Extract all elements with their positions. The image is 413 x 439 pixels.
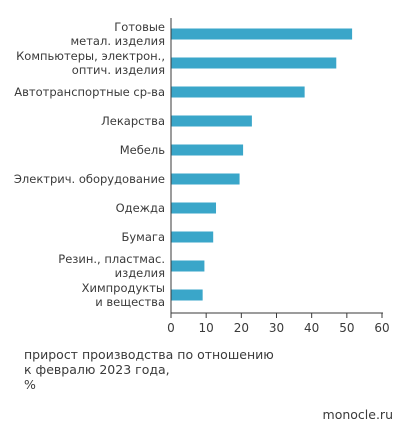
category-label: Мебель xyxy=(120,143,166,157)
category-label: Бумага xyxy=(121,230,165,244)
source-credit: monocle.ru xyxy=(322,407,393,422)
x-tick-label: 10 xyxy=(199,321,214,335)
category-label-line: Готовые xyxy=(114,20,165,34)
bar xyxy=(171,144,244,156)
bar xyxy=(171,260,205,272)
category-label: Компьютеры, электрон., оптич. изделия xyxy=(16,49,165,77)
category-label-line: Электрич. оборудование xyxy=(14,172,165,186)
bar xyxy=(171,231,214,243)
bar xyxy=(171,57,337,69)
bar xyxy=(171,28,353,40)
caption-line-2: к февралю 2023 года, xyxy=(24,362,170,377)
chart-caption: прирост производства по отношению к февр… xyxy=(24,347,274,392)
bar xyxy=(171,202,217,214)
bar xyxy=(171,86,305,98)
category-label-line: Лекарства xyxy=(101,114,165,128)
category-label: Автотранспортные ср-ва xyxy=(14,85,165,99)
category-label-line: Бумага xyxy=(121,230,165,244)
x-tick-label: 30 xyxy=(269,321,284,335)
category-label: Химпродукты и вещества xyxy=(82,281,165,309)
caption-line-3: % xyxy=(24,377,36,392)
category-label: Лекарства xyxy=(101,114,165,128)
category-label-line: Компьютеры, электрон., xyxy=(16,49,165,63)
category-label-line: Автотранспортные ср-ва xyxy=(14,85,165,99)
bar xyxy=(171,173,240,185)
category-label-line: изделия xyxy=(115,266,165,280)
bars-layer xyxy=(171,28,353,301)
category-label-line: и вещества xyxy=(95,295,165,309)
x-axis: 0 10 20 30 40 50 60 xyxy=(167,18,390,335)
category-label-line: оптич. изделия xyxy=(72,63,165,77)
category-label: Готовые метал. изделия xyxy=(70,20,165,48)
category-label-line: Химпродукты xyxy=(82,281,165,295)
bar xyxy=(171,289,203,301)
x-tick-label: 40 xyxy=(304,321,319,335)
category-label-line: Одежда xyxy=(116,201,165,215)
category-label-line: метал. изделия xyxy=(70,34,165,48)
category-label: Резин., пластмас. изделия xyxy=(58,252,165,280)
bar xyxy=(171,115,252,127)
category-label: Электрич. оборудование xyxy=(14,172,165,186)
category-label-line: Резин., пластмас. xyxy=(58,252,165,266)
x-tick-label: 0 xyxy=(167,321,175,335)
x-tick-label: 60 xyxy=(374,321,389,335)
category-label-line: Мебель xyxy=(120,143,166,157)
x-tick-label: 50 xyxy=(339,321,354,335)
caption-line-1: прирост производства по отношению xyxy=(24,347,274,362)
x-tick-label: 20 xyxy=(234,321,249,335)
category-label: Одежда xyxy=(116,201,165,215)
